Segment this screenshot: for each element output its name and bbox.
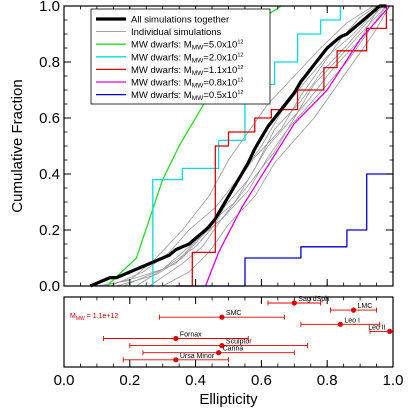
mmw-annotation: MMW = 1.1e+12 [70,313,118,322]
x-tick-label: 0.4 [185,372,206,389]
dwarf-label: Leo II [368,324,386,331]
dwarf-label: Leo I [344,317,360,324]
dwarf-label: Fornax [180,332,202,339]
series-line-mw-0p5 [175,173,393,287]
x-axis-title: Ellipticity [199,391,258,408]
dwarf-point [216,350,222,356]
y-tick-label: 0.2 [39,222,60,239]
x-tick-label: 0.0 [54,372,75,389]
dwarf-point [219,314,225,320]
dwarf-label: Sag dSph [298,296,329,303]
y-tick-label: 0.6 [39,110,60,127]
series-line-mw-0p8 [204,5,391,287]
y-tick-label: 0.4 [39,166,60,183]
series-line-ind-7 [162,5,391,287]
legend-entry-label: MW dwarfs: MMW=2.0x1012 [131,52,243,64]
dwarf-label: LMC [358,303,373,310]
dwarf-label: Carina [223,346,244,353]
x-tick-label: 0.8 [317,372,338,389]
dwarf-point [219,343,225,349]
dwarf-point [173,335,179,342]
axis-ticks: 0.0 0.2 0.4 0.6 0.8 1.0 0.0 0.2 0.4 0.6 0.8 1.0 [39,0,403,389]
dwarf-point [173,357,179,363]
legend-entry-label: MW dwarfs: MMW=1.1x1012 [131,65,243,77]
x-tick-label: 1.0 [383,372,404,389]
legend-entry-label: MW dwarfs: MMW=0.8x1012 [131,78,243,90]
dwarf-point [387,328,393,334]
dwarf-point [291,300,297,306]
legend-entry-label: All simulations together [131,15,229,26]
x-tick-label: 0.2 [119,372,140,389]
dwarf-label: Ursa Minor [180,353,215,360]
y-tick-label: 0.8 [39,54,60,71]
series-line-ind-5 [149,5,387,287]
bottom-plot-frame [63,296,394,368]
series-line-ind-6 [103,5,377,287]
y-tick-label: 0.0 [39,278,60,295]
legend-entry-label: Individual simulations [131,27,222,38]
series-line-all-sims [89,4,387,288]
legend-entry-label: MW dwarfs: MMW=0.5x1012 [131,90,243,102]
dwarf-panel-marks: Sag dSph LMC SMC Leo I Leo II Fornax SculptorC… [103,296,394,363]
dwarf-point [337,321,343,327]
y-axis-title: Cumulative Fraction [9,79,26,212]
series-line-ind-4 [136,5,384,287]
legend-entry-label: MW dwarfs: MMW=5.0x1012 [131,40,243,52]
dwarf-point [350,307,357,313]
series-line-ind-8 [116,5,381,287]
x-tick-label: 0.6 [251,372,272,389]
y-tick-label: 1.0 [39,0,60,15]
dwarf-label: SMC [226,310,242,317]
dwarf-label: Sculptor [226,339,252,346]
